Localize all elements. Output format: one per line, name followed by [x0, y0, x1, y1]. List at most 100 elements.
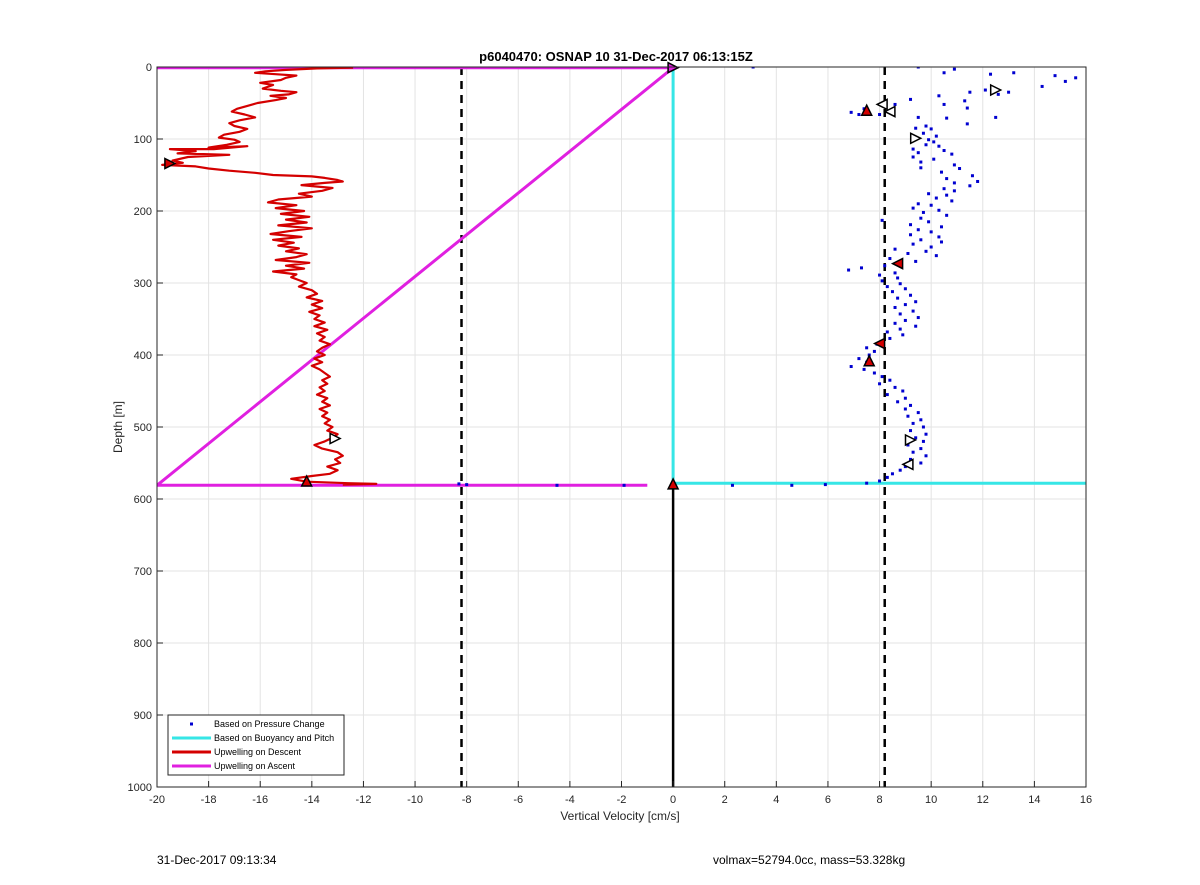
data-point-70	[916, 228, 920, 232]
data-point-114	[872, 349, 876, 353]
data-point-95	[890, 290, 894, 294]
data-point-123	[878, 382, 882, 386]
data-point-78	[893, 247, 897, 251]
data-point-31	[921, 131, 925, 135]
data-point-52	[968, 184, 972, 188]
legend-swatch-0	[190, 722, 193, 726]
data-point-39	[916, 151, 920, 155]
triangle-marker-14	[666, 477, 680, 490]
data-point-53	[942, 187, 946, 191]
data-point-10	[983, 88, 987, 92]
x-tick-label-5: -10	[407, 794, 423, 806]
data-point-132	[906, 414, 910, 418]
triangle-marker-9	[862, 354, 876, 367]
data-point-25	[945, 116, 949, 120]
triangle-marker-8	[872, 337, 886, 350]
data-point-96	[909, 293, 913, 297]
data-point-46	[958, 167, 962, 171]
x-tick-label-3: -14	[304, 794, 320, 806]
data-point-71	[929, 230, 933, 234]
legend: Based on Pressure Change Based on Buoyanc…	[167, 714, 345, 776]
data-point-17	[893, 102, 897, 106]
data-point-82	[888, 257, 892, 261]
data-point-101	[911, 309, 915, 313]
data-point-107	[898, 327, 902, 331]
data-point-139	[921, 439, 925, 443]
data-point-2	[952, 67, 956, 71]
data-point-15	[909, 97, 913, 101]
data-point-42	[932, 157, 936, 161]
data-point-49	[945, 177, 949, 181]
series-line-ascent	[157, 67, 675, 487]
x-tick-label-17: 14	[1028, 794, 1040, 806]
data-point-22	[857, 113, 861, 117]
data-point-93	[885, 285, 889, 289]
data-point-130	[903, 407, 907, 411]
data-point-149	[885, 475, 889, 479]
data-point-97	[896, 296, 900, 300]
data-point-110	[888, 336, 892, 340]
data-point-147	[898, 468, 902, 472]
y-tick-label-2: 200	[134, 206, 152, 218]
data-point-99	[903, 303, 907, 307]
triangle-marker-2	[875, 98, 888, 111]
x-tick-label-15: 10	[925, 794, 937, 806]
chart-title: p6040470: OSNAP 10 31-Dec-2017 06:13:15Z	[479, 49, 753, 64]
data-point-98	[914, 300, 918, 304]
y-tick-label-3: 300	[134, 278, 152, 290]
data-point-131	[916, 411, 920, 415]
triangle-marker-13	[300, 474, 313, 487]
data-point-55	[927, 192, 931, 196]
data-point-60	[929, 203, 933, 207]
markers	[164, 61, 1003, 490]
triangle-marker-5	[909, 132, 923, 145]
x-tick-label-7: -6	[513, 794, 523, 806]
data-point-80	[906, 251, 910, 255]
data-point-106	[914, 324, 918, 328]
data-point-156	[555, 483, 559, 487]
data-point-155	[622, 483, 626, 487]
data-point-44	[952, 163, 956, 167]
x-tick-label-13: 6	[825, 794, 831, 806]
data-point-119	[862, 367, 866, 371]
data-point-144	[909, 457, 913, 461]
data-point-121	[880, 375, 884, 379]
data-point-65	[919, 216, 923, 220]
data-point-45	[919, 166, 923, 170]
data-point-141	[919, 447, 923, 451]
data-point-62	[937, 208, 941, 212]
data-point-27	[965, 122, 969, 126]
data-point-113	[865, 346, 869, 350]
data-point-91	[880, 279, 884, 283]
reference-lines	[460, 67, 886, 787]
data-point-57	[934, 196, 938, 200]
data-point-142	[911, 450, 915, 454]
data-point-89	[878, 273, 882, 277]
data-point-5	[989, 72, 993, 76]
data-point-54	[952, 189, 956, 193]
x-tick-label-10: 0	[670, 794, 676, 806]
data-point-138	[914, 436, 918, 440]
data-point-81	[934, 254, 938, 258]
series-points-pressure	[457, 67, 1078, 487]
data-point-87	[847, 268, 851, 272]
axis-ticks: -20 -18 -16 -14 -12 -10 -8 -6 -4 -2 0 2 4 6 8 10 12 14 160…	[128, 62, 1093, 806]
x-tick-label-2: -16	[252, 794, 268, 806]
data-point-108	[885, 330, 889, 334]
data-point-83	[914, 259, 918, 263]
data-point-32	[934, 134, 938, 138]
y-tick-label-10: 1000	[128, 782, 152, 794]
data-point-68	[909, 223, 913, 227]
data-point-16	[963, 99, 967, 103]
x-tick-label-6: -8	[462, 794, 472, 806]
data-point-37	[911, 147, 915, 151]
data-point-20	[862, 107, 866, 111]
data-point-109	[901, 333, 905, 337]
data-point-4	[1012, 71, 1016, 75]
data-point-104	[903, 318, 907, 322]
data-point-12	[968, 90, 972, 94]
data-point-103	[916, 316, 920, 320]
data-point-40	[950, 152, 954, 156]
triangle-marker-11	[904, 433, 918, 447]
